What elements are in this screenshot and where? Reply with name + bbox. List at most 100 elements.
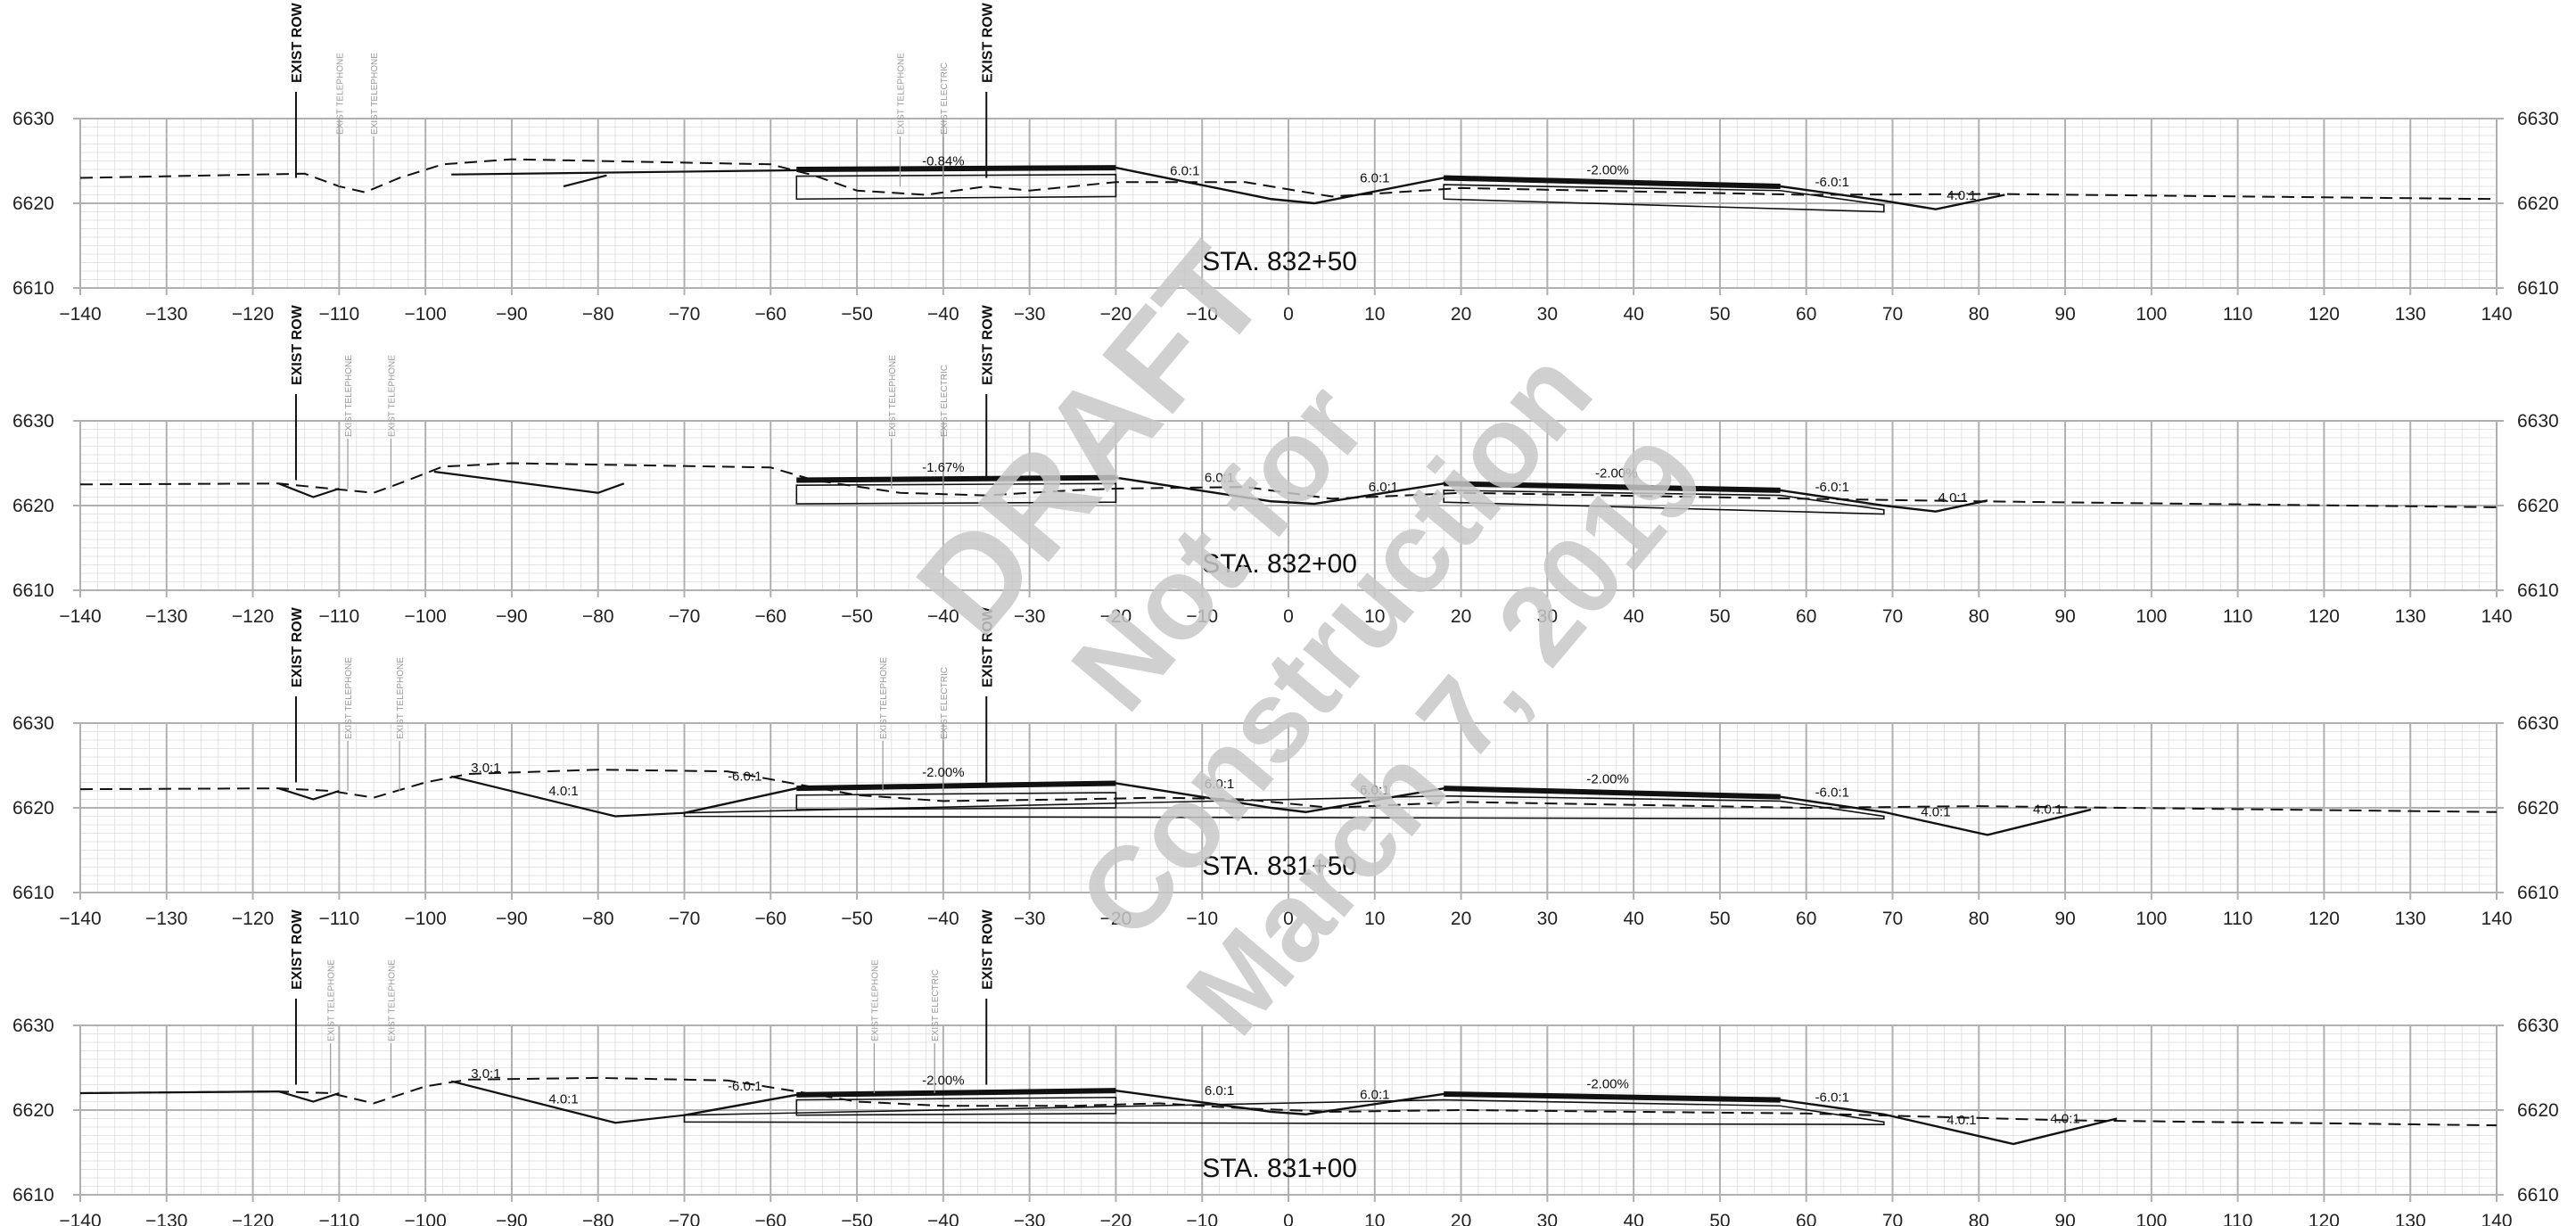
- x-tick-label: 10: [1364, 606, 1385, 627]
- x-tick-label: 130: [2395, 606, 2426, 627]
- utility-label: EXIST ELECTRIC: [940, 365, 950, 437]
- x-tick-label: −100: [404, 606, 446, 627]
- y-tick-label: 6610: [2517, 883, 2559, 903]
- slope-label: 6.0:1: [1205, 1083, 1234, 1098]
- y-tick-label: 6610: [12, 580, 54, 601]
- slope-label: -2.00%: [922, 1074, 965, 1089]
- utility-label: EXIST ELECTRIC: [940, 667, 950, 739]
- utility-label: EXIST TELEPHONE: [387, 355, 397, 437]
- x-tick-label: 100: [2136, 304, 2167, 325]
- slope-label: 3.0:1: [471, 761, 500, 776]
- x-tick-label: 30: [1537, 304, 1558, 325]
- x-tick-label: 60: [1796, 1211, 1816, 1226]
- y-tick-label: 6620: [12, 496, 54, 516]
- slope-label: 4.0:1: [2033, 802, 2062, 818]
- x-tick-label: −70: [669, 909, 701, 929]
- x-tick-label: 0: [1283, 304, 1294, 325]
- x-tick-label: −50: [841, 606, 873, 627]
- x-tick-label: −70: [669, 304, 701, 325]
- slope-label: -2.00%: [922, 765, 965, 780]
- x-tick-label: 40: [1623, 304, 1643, 325]
- x-tick-label: 20: [1451, 606, 1471, 627]
- utility-label: EXIST TELEPHONE: [344, 657, 354, 739]
- pavement-top-left: [796, 780, 1116, 792]
- x-tick-label: 0: [1283, 606, 1294, 627]
- x-tick-label: 40: [1623, 1211, 1643, 1226]
- x-tick-label: −70: [669, 606, 701, 627]
- pavement-top-left: [796, 165, 1116, 172]
- tie-slope-line: [278, 787, 340, 801]
- utility-label: EXIST TELEPHONE: [896, 53, 906, 135]
- utility-label: EXIST TELEPHONE: [870, 959, 880, 1041]
- x-tick-label: 120: [2309, 909, 2340, 929]
- utility-label: EXIST TELEPHONE: [344, 355, 354, 437]
- x-tick-label: −130: [145, 606, 187, 627]
- x-tick-label: −90: [496, 909, 528, 929]
- slope-label: -6.0:1: [1815, 786, 1849, 801]
- existing-ground-line: [79, 462, 2498, 508]
- x-tick-label: 70: [1882, 909, 1903, 929]
- slope-label: 4.0:1: [1946, 188, 1976, 203]
- x-tick-label: −140: [59, 1211, 101, 1226]
- row-marker-label: EXIST ROW: [980, 304, 995, 385]
- pavement-section-left: [795, 482, 1117, 505]
- x-tick-label: −10: [1186, 606, 1218, 627]
- x-tick-label: 40: [1623, 909, 1643, 929]
- y-tick-label: 6620: [2517, 798, 2559, 819]
- x-tick-label: −120: [232, 606, 274, 627]
- x-tick-label: −140: [59, 909, 101, 929]
- y-tick-label: 6610: [12, 883, 54, 903]
- y-tick-label: 6630: [2517, 109, 2559, 129]
- slope-label: -2.00%: [1595, 466, 1638, 481]
- x-tick-label: −10: [1186, 304, 1218, 325]
- station-label: STA. 832+50: [1202, 247, 1357, 276]
- row-marker-label: EXIST ROW: [290, 909, 305, 990]
- x-tick-label: 90: [2054, 304, 2075, 325]
- y-tick-label: 6620: [2517, 1100, 2559, 1121]
- x-tick-label: −110: [318, 304, 359, 325]
- x-tick-label: −80: [582, 909, 614, 929]
- slope-label: 4.0:1: [548, 1091, 578, 1107]
- x-tick-label: 110: [2223, 909, 2252, 929]
- x-tick-label: −50: [841, 909, 873, 929]
- existing-ground-line: [79, 158, 2498, 201]
- y-tick-label: 6630: [12, 109, 54, 129]
- x-tick-label: 130: [2395, 304, 2426, 325]
- x-tick-label: 80: [1969, 304, 1989, 325]
- x-tick-label: 50: [1709, 606, 1730, 627]
- tie-slope-line: [433, 470, 625, 494]
- x-tick-label: 120: [2309, 304, 2340, 325]
- slope-label: -6.0:1: [1815, 1090, 1849, 1106]
- utility-label: EXIST TELEPHONE: [888, 355, 898, 437]
- slope-label: 6.0:1: [1205, 777, 1234, 792]
- x-tick-label: 20: [1451, 304, 1471, 325]
- station-label: STA. 831+50: [1202, 852, 1357, 881]
- utility-label: EXIST TELEPHONE: [879, 657, 889, 739]
- utility-label: EXIST TELEPHONE: [387, 959, 397, 1041]
- slope-label: -0.84%: [922, 153, 965, 169]
- x-tick-label: −140: [59, 304, 101, 325]
- x-tick-label: 100: [2136, 909, 2167, 929]
- x-tick-label: −130: [145, 909, 187, 929]
- pavement-section-right: [1443, 490, 1885, 515]
- x-tick-label: −10: [1186, 909, 1218, 929]
- x-tick-label: −90: [496, 606, 528, 627]
- x-tick-label: −40: [927, 304, 959, 325]
- x-tick-label: 140: [2481, 606, 2512, 627]
- x-tick-label: −60: [754, 909, 786, 929]
- x-tick-label: 100: [2136, 606, 2167, 627]
- x-tick-label: 100: [2136, 1211, 2167, 1226]
- x-tick-label: −120: [232, 909, 274, 929]
- x-tick-label: −20: [1100, 1211, 1132, 1226]
- row-marker-label: EXIST ROW: [980, 606, 995, 687]
- x-tick-label: 50: [1709, 304, 1730, 325]
- slope-label: 4.0:1: [2050, 1111, 2079, 1126]
- utility-label: EXIST TELEPHONE: [396, 657, 406, 739]
- x-tick-label: 0: [1283, 909, 1294, 929]
- row-marker-label: EXIST ROW: [290, 606, 305, 687]
- x-tick-label: 70: [1882, 606, 1903, 627]
- x-tick-label: −30: [1014, 1211, 1046, 1226]
- x-tick-label: −20: [1100, 606, 1132, 627]
- x-tick-label: −50: [841, 304, 873, 325]
- slope-label: 4.0:1: [1921, 805, 1950, 820]
